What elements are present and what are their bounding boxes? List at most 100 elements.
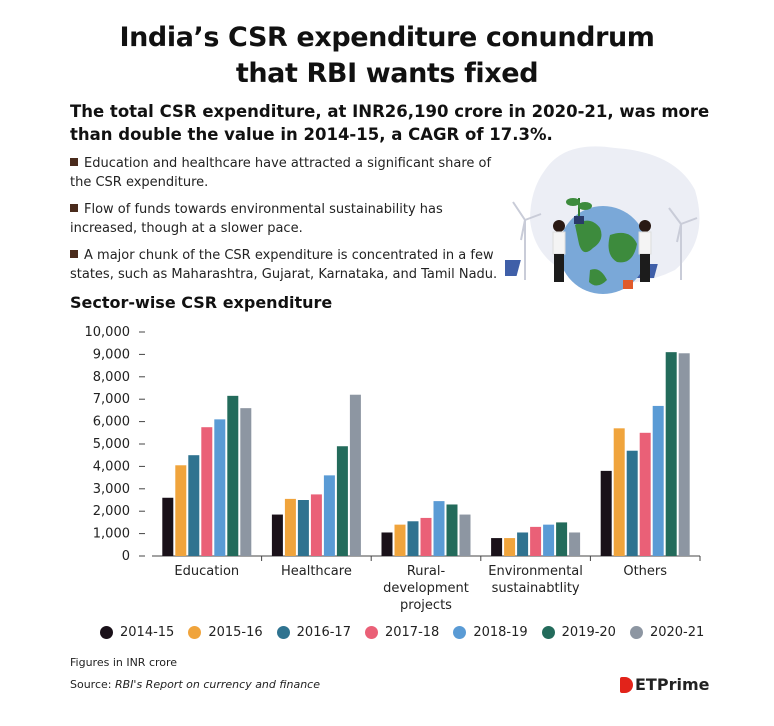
bar-2019-20-0 [227,395,239,556]
legend-label: 2020-21 [649,625,705,640]
x-tick-label: Healthcare [281,564,352,579]
wind-turbine-icon [512,201,698,280]
legend-label: 2019-20 [561,625,616,640]
y-tick-label: 4,000 [93,459,130,474]
bar-2014-15-0 [162,497,174,556]
x-tick-label: Education [174,564,239,579]
bar-2017-18-3 [530,526,542,556]
legend-item-2018-19: 2018-19 [453,625,528,640]
bullet-square-icon [70,250,78,258]
legend-item-2019-20: 2019-20 [541,625,616,640]
y-tick-label: 6,000 [93,415,130,430]
y-tick-label: 8,000 [93,370,130,385]
bar-2016-17-0 [188,455,200,556]
bullet-text: Flow of funds towards environmental sust… [70,202,443,236]
chart-title: India’s CSR expenditure conundrum that R… [0,20,774,92]
globe-icon [559,206,647,294]
bar-2017-18-2 [420,517,432,556]
bar-2015-16-0 [175,465,187,556]
legend-swatch [188,626,202,639]
legend-swatch [541,626,555,639]
y-tick-label: 3,000 [93,482,130,497]
legend-item-2020-21: 2020-21 [629,625,705,640]
bar-2016-17-3 [517,532,529,556]
bar-2018-19-2 [433,501,445,556]
mug-icon [623,280,633,289]
legend-swatch [629,626,643,639]
bar-2014-15-2 [381,532,393,556]
bar-2016-17-4 [626,450,638,556]
bar-2018-19-3 [543,524,555,556]
bar-2020-21-2 [459,514,471,556]
x-tick-label: development [383,581,469,596]
x-tick-label: Others [623,564,667,579]
bar-2014-15-4 [600,470,612,556]
bar-2017-18-4 [639,432,651,556]
bullet-item: A major chunk of the CSR expenditure is … [70,247,500,284]
bar-2020-21-4 [678,353,690,556]
legend-label: 2015-16 [208,625,263,640]
source-text: RBI's Report on currency and finance [115,678,320,691]
legend-label: 2014-15 [120,625,175,640]
bar-2019-20-3 [556,522,568,556]
source-note: Source: RBI's Report on currency and fin… [70,678,320,691]
y-tick-label: 5,000 [93,437,130,452]
bar-2018-19-1 [323,475,335,556]
person-left-icon [552,220,566,282]
bar-2019-20-4 [665,352,677,556]
bullet-text: Education and healthcare have attracted … [70,156,492,190]
bar-2016-17-1 [297,500,309,556]
bullet-square-icon [70,204,78,212]
bullet-item: Education and healthcare have attracted … [70,155,500,192]
sustainability-illustration [505,146,700,294]
x-tick-label: Rural- [407,564,446,579]
bar-2017-18-0 [201,427,213,556]
legend-swatch [100,626,113,639]
brand-logo: ETPrime [620,675,709,694]
x-tick-label: sustainabtlity [492,581,580,596]
bar-2018-19-0 [214,419,226,556]
bullet-square-icon [70,158,78,166]
bar-2015-16-3 [504,538,516,556]
legend-item-2014-15: 2014-15 [100,625,174,640]
bar-2015-16-1 [284,498,296,556]
footnote: Figures in INR crore [70,656,178,669]
brand-text: ETPrime [635,675,710,694]
x-tick-label: Environmental [488,564,583,579]
bullet-item: Flow of funds towards environmental sust… [70,201,500,238]
bar-2016-17-2 [407,521,419,556]
bar-2015-16-4 [613,428,625,556]
bar-2015-16-2 [394,524,406,556]
bar-2014-15-1 [271,514,283,556]
legend-swatch [453,626,467,639]
bar-2014-15-3 [491,538,503,556]
bar-2019-20-1 [336,446,348,556]
legend-swatch [276,626,290,639]
bar-2020-21-0 [240,408,252,556]
subtitle: The total CSR expenditure, at INR26,190 … [70,102,710,144]
legend-label: 2018-19 [473,625,528,640]
bar-2020-21-1 [349,394,361,556]
legend-item-2017-18: 2017-18 [364,625,440,640]
title-line-2: that RBI wants fixed [235,58,539,89]
legend-swatch [364,626,378,639]
bullet-text: A major chunk of the CSR expenditure is … [70,248,498,282]
y-tick-label: 0 [122,549,130,564]
person-right-icon [638,220,652,282]
legend: 2014-15 2015-16 2016-17 2017-18 2018-19 … [100,625,704,640]
y-tick-label: 10,000 [85,325,131,340]
source-label: Source: [70,678,112,691]
legend-label: 2016-17 [296,625,351,640]
bullet-list: Education and healthcare have attracted … [70,155,500,293]
y-tick-label: 1,000 [93,527,130,542]
plant-icon [566,198,592,224]
section-title: Sector-wise CSR expenditure [70,293,333,312]
legend-label: 2017-18 [384,625,440,640]
bar-2017-18-1 [310,494,322,556]
legend-item-2016-17: 2016-17 [276,625,351,640]
y-tick-label: 7,000 [93,392,130,407]
y-tick-label: 2,000 [93,504,130,519]
y-tick-label: 9,000 [93,347,130,362]
etprime-logo-icon [620,676,633,693]
